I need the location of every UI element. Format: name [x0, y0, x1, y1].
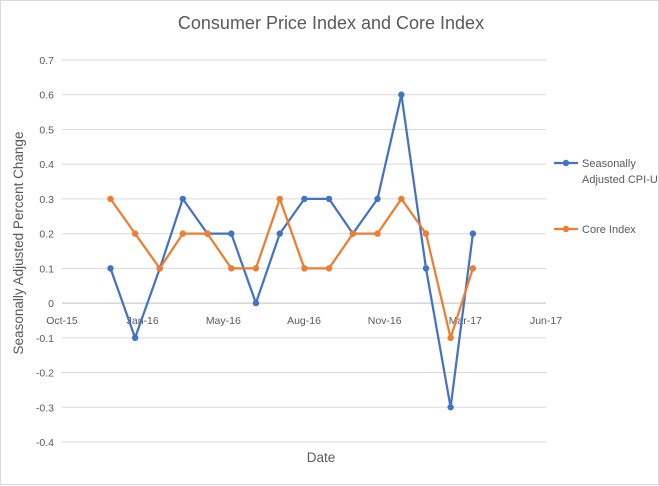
data-point [131, 334, 139, 342]
y-tick-label: 0.7 [39, 55, 54, 67]
data-point [107, 195, 114, 203]
data-point [374, 195, 381, 203]
x-axis-title: Date [307, 450, 336, 465]
data-point [252, 299, 260, 307]
series-2 [107, 195, 477, 342]
y-axis-title: Seasonally Adjusted Percent Change [11, 132, 26, 355]
x-tick-label: Jan-16 [127, 315, 159, 327]
data-point [179, 230, 187, 237]
y-tick-label: 0.6 [39, 90, 54, 102]
legend-item: Core Index [554, 224, 636, 236]
data-point [301, 265, 308, 272]
legend-label: Core Index [582, 224, 636, 236]
data-point [374, 230, 381, 237]
data-point [228, 230, 235, 237]
data-point [107, 265, 114, 272]
series-line [109, 197, 474, 339]
x-tick-label: May-16 [206, 315, 241, 327]
data-point [276, 230, 283, 237]
y-tick-label: 0.3 [39, 194, 54, 206]
data-point [252, 265, 260, 272]
gridlines [62, 59, 546, 443]
legend-marker [562, 159, 570, 167]
legend-label: Seasonally [582, 158, 636, 170]
y-tick-label: -0.4 [36, 437, 54, 449]
series-1 [107, 91, 477, 411]
legend-marker [562, 225, 570, 233]
data-point [156, 265, 163, 272]
x-tick-label: Jun-17 [530, 315, 562, 327]
y-tick-label: 0 [48, 298, 54, 310]
data-point [447, 404, 454, 411]
y-tick-label: 0.2 [39, 229, 54, 241]
y-tick-label: -0.2 [36, 368, 54, 380]
x-tick-label: Oct-15 [46, 315, 78, 327]
x-axis-ticks: Oct-15 Jan-16 May-16 Aug-16 Nov-16 Mar-17 Jun-… [46, 315, 562, 327]
y-tick-label: -0.1 [36, 333, 54, 345]
series-line [109, 93, 475, 409]
data-point [301, 195, 308, 203]
x-tick-label: Nov-16 [368, 315, 402, 327]
data-point [131, 230, 139, 237]
data-point [349, 230, 357, 237]
data-point [179, 195, 187, 203]
data-point [204, 230, 211, 237]
series-layer [107, 91, 477, 411]
data-point [469, 230, 477, 237]
y-tick-label: 0.5 [39, 124, 54, 136]
y-tick-label: 0.1 [39, 263, 54, 275]
chart-title: Consumer Price Index and Core Index [178, 13, 484, 33]
y-axis-ticks: 0.7 0.6 0.5 0.4 0.3 0.2 0.1 0 -0.1 -0.2 -0.3 -0.4 [36, 55, 54, 449]
x-tick-label: Aug-16 [287, 315, 321, 327]
data-point [398, 91, 405, 98]
data-point [447, 334, 454, 342]
data-point [398, 195, 405, 203]
data-point [325, 195, 333, 203]
legend: Seasonally Adjusted CPI-U Core Index [554, 158, 658, 236]
y-tick-label: 0.4 [39, 159, 54, 171]
data-point [325, 265, 333, 272]
legend-item: Seasonally Adjusted CPI-U [554, 158, 658, 186]
legend-label: Adjusted CPI-U [582, 174, 658, 186]
data-point [469, 265, 477, 272]
y-tick-label: -0.3 [36, 402, 54, 414]
data-point [422, 265, 430, 272]
data-point [276, 195, 283, 203]
data-point [228, 265, 235, 272]
data-point [422, 230, 430, 237]
